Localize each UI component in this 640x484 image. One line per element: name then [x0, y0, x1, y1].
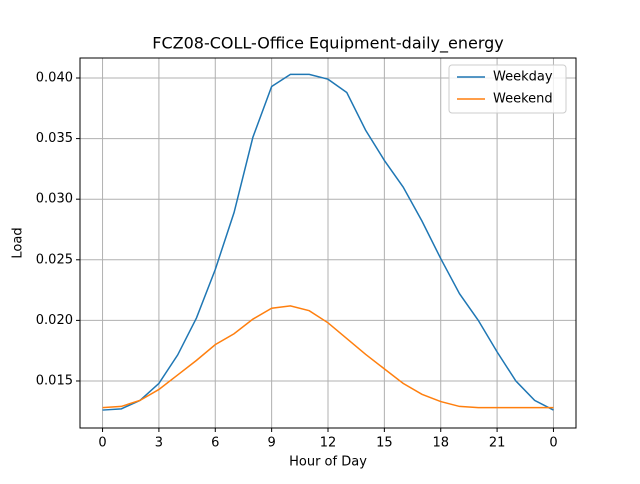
y-tick-label: 0.020: [36, 313, 73, 328]
legend-label: Weekday: [493, 70, 553, 85]
x-axis-label: Hour of Day: [289, 455, 367, 470]
x-tick-label: 0: [549, 436, 557, 451]
x-tick-label: 6: [211, 436, 219, 451]
x-tick-label: 0: [98, 436, 106, 451]
x-tick-label: 18: [432, 436, 449, 451]
y-tick-label: 0.015: [36, 373, 73, 388]
y-tick-label: 0.035: [36, 131, 73, 146]
chart-title: FCZ08-COLL-Office Equipment-daily_energy: [152, 34, 503, 54]
x-tick-label: 12: [320, 436, 337, 451]
y-tick-label: 0.025: [36, 252, 73, 267]
y-axis-label: Load: [11, 227, 26, 258]
y-tick-label: 0.040: [36, 70, 73, 85]
x-tick-label: 21: [489, 436, 506, 451]
data-line: [102, 305, 554, 409]
x-tick-label: 9: [267, 436, 275, 451]
legend-label: Weekend: [493, 92, 553, 107]
x-tick-label: 15: [376, 436, 393, 451]
plot-frame: [79, 57, 577, 429]
y-tick-label: 0.030: [36, 192, 73, 207]
data-line: [102, 73, 554, 411]
x-tick-label: 3: [155, 436, 163, 451]
